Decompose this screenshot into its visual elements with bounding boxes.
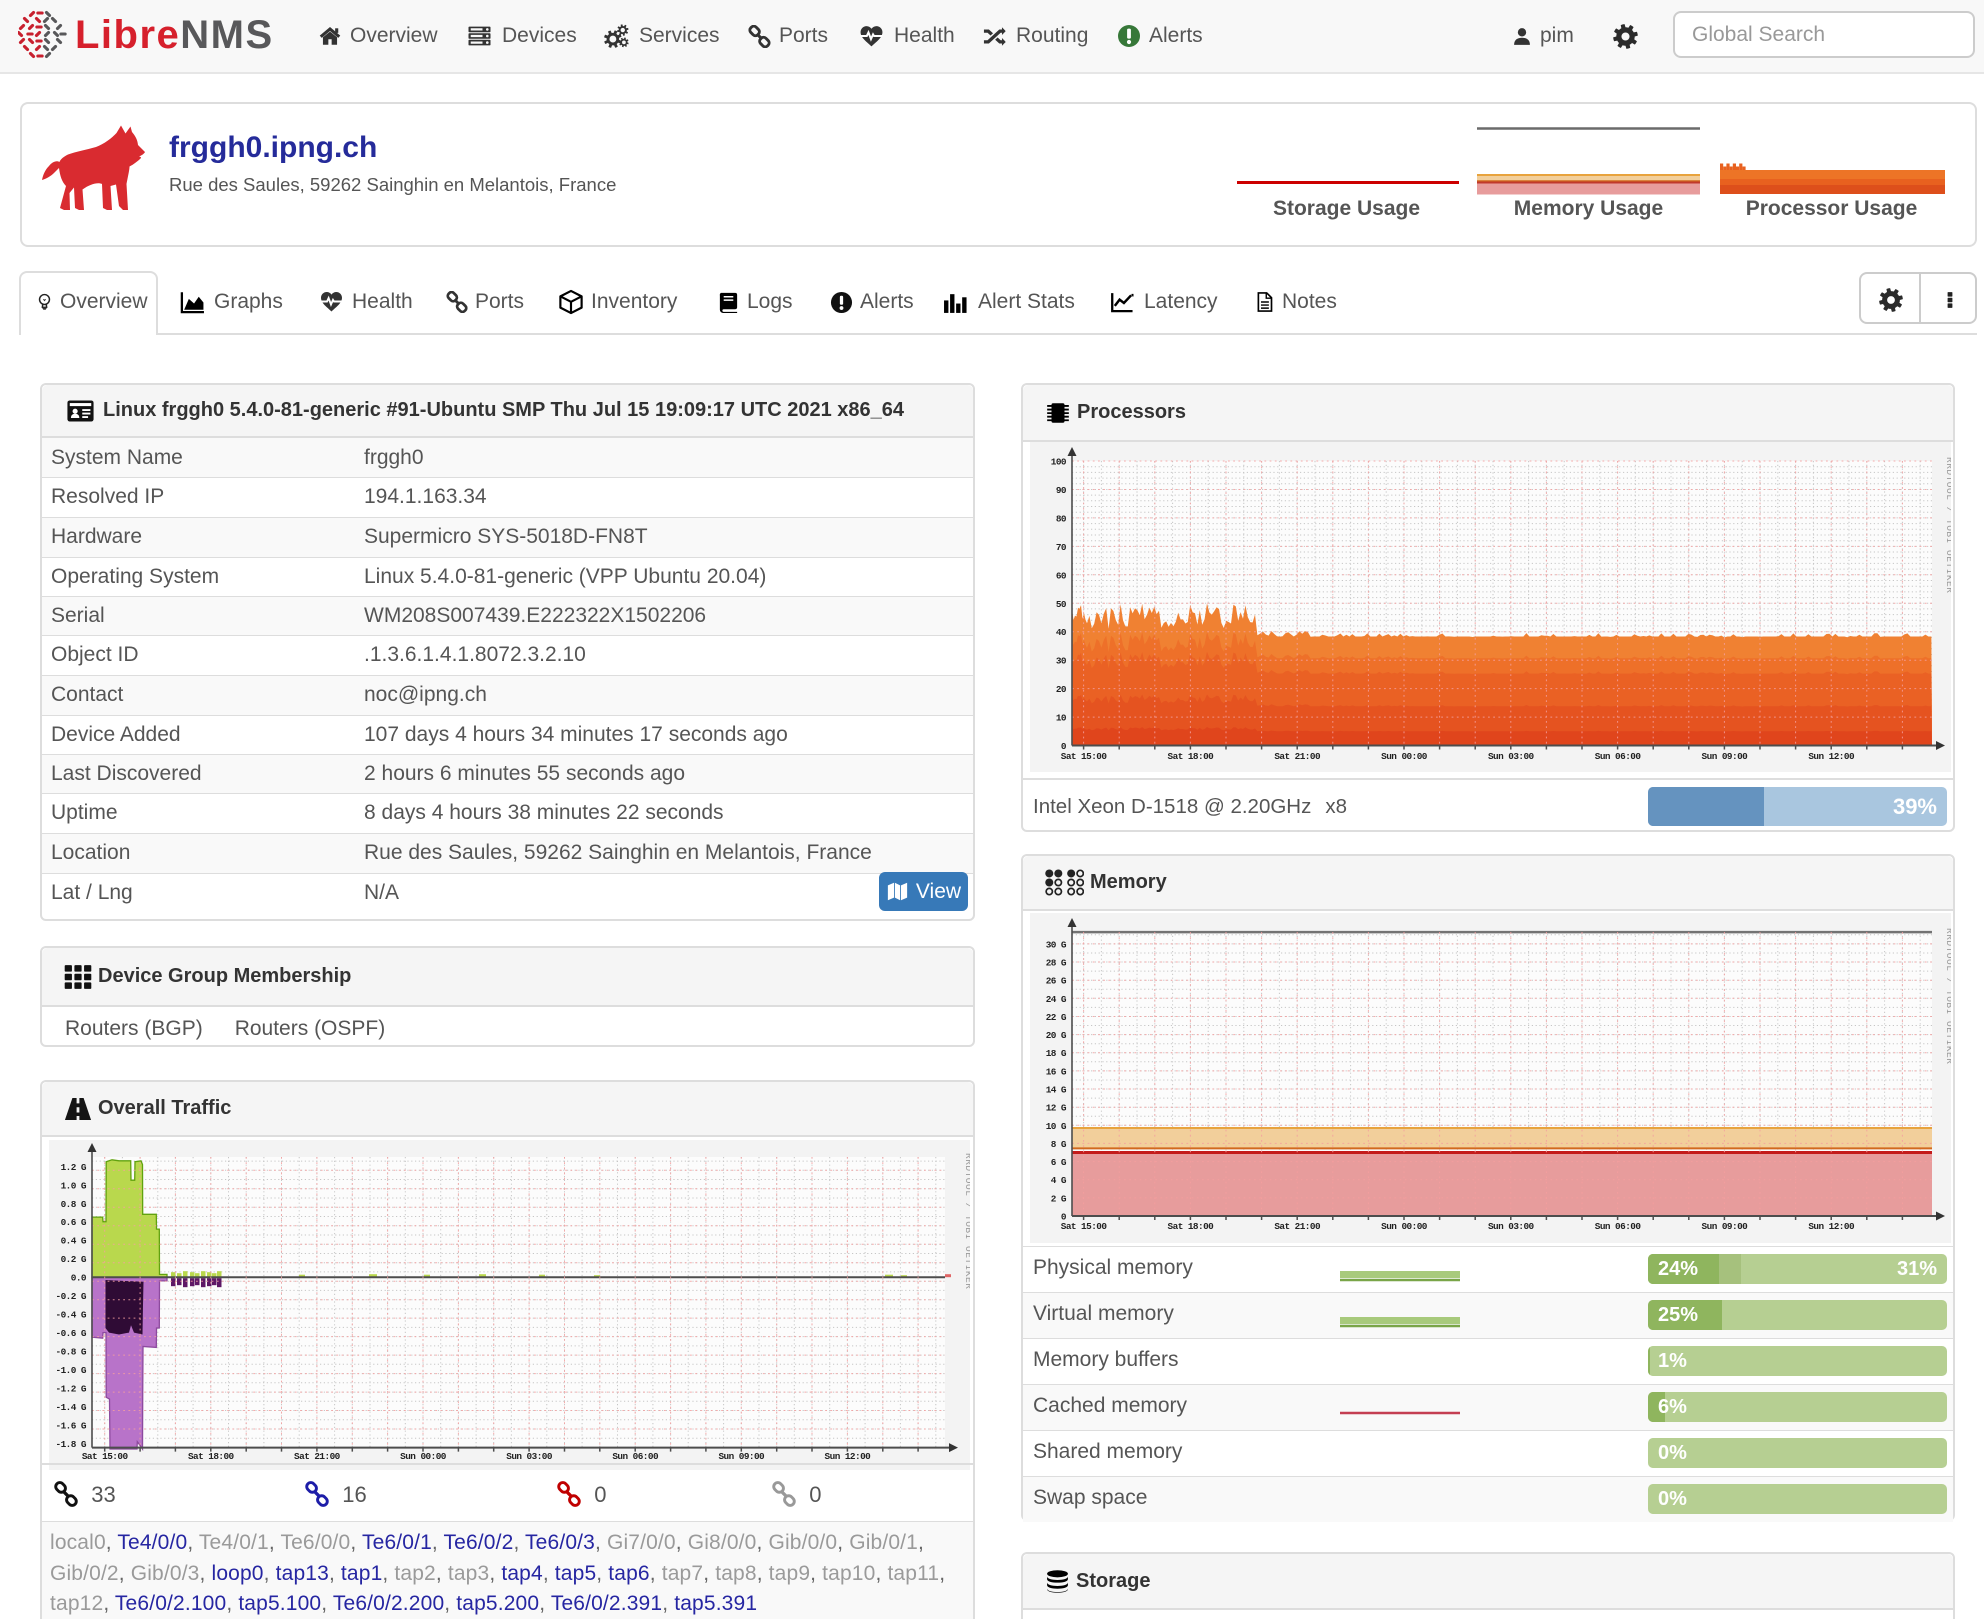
svg-text:Sun 12:00: Sun 12:00 [1808, 1221, 1855, 1232]
svg-text:10 G: 10 G [1046, 1121, 1067, 1132]
svg-text:Sat 15:00: Sat 15:00 [82, 1451, 129, 1462]
svg-text:40: 40 [1056, 627, 1067, 638]
svg-text:RRDTOOL / TOBI OETIKER: RRDTOOL / TOBI OETIKER [1944, 457, 1951, 593]
svg-text:80: 80 [1056, 513, 1067, 524]
svg-text:Sun 06:00: Sun 06:00 [612, 1451, 659, 1462]
svg-text:Sun 09:00: Sun 09:00 [1702, 1221, 1749, 1232]
svg-text:RRDTOOL / TOBI OETIKER: RRDTOOL / TOBI OETIKER [963, 1153, 970, 1289]
svg-text:Sat 18:00: Sat 18:00 [1168, 1221, 1215, 1232]
svg-text:20: 20 [1056, 684, 1067, 695]
svg-text:0.2 G: 0.2 G [61, 1254, 87, 1265]
svg-text:Sat 15:00: Sat 15:00 [1061, 751, 1108, 762]
svg-text:Sat 21:00: Sat 21:00 [294, 1451, 341, 1462]
svg-text:RRDTOOL / TOBI OETIKER: RRDTOOL / TOBI OETIKER [1944, 928, 1951, 1064]
svg-text:18 G: 18 G [1046, 1048, 1067, 1059]
svg-text:-0.8 G: -0.8 G [56, 1347, 87, 1358]
svg-text:100: 100 [1051, 457, 1067, 468]
svg-text:Sun 03:00: Sun 03:00 [1488, 751, 1535, 762]
svg-text:-1.0 G: -1.0 G [56, 1365, 87, 1376]
svg-text:2 G: 2 G [1051, 1193, 1067, 1204]
svg-text:0.6 G: 0.6 G [61, 1217, 87, 1228]
svg-text:50: 50 [1056, 599, 1067, 610]
svg-text:Sat 18:00: Sat 18:00 [188, 1451, 235, 1462]
svg-text:26 G: 26 G [1046, 976, 1067, 987]
svg-text:-0.2 G: -0.2 G [56, 1291, 87, 1302]
svg-text:-0.6 G: -0.6 G [56, 1328, 87, 1339]
svg-text:Sat 15:00: Sat 15:00 [1061, 1221, 1108, 1232]
svg-text:Sat 21:00: Sat 21:00 [1274, 1221, 1321, 1232]
svg-text:1.2 G: 1.2 G [61, 1162, 87, 1173]
svg-text:Sun 06:00: Sun 06:00 [1595, 751, 1642, 762]
svg-text:Sun 09:00: Sun 09:00 [718, 1451, 765, 1462]
svg-text:14 G: 14 G [1046, 1085, 1067, 1096]
svg-text:10: 10 [1056, 713, 1067, 724]
svg-text:4 G: 4 G [1051, 1175, 1067, 1186]
svg-text:20 G: 20 G [1046, 1030, 1067, 1041]
svg-text:-0.4 G: -0.4 G [56, 1310, 87, 1321]
svg-text:24 G: 24 G [1046, 994, 1067, 1005]
svg-text:8 G: 8 G [1051, 1139, 1067, 1150]
svg-text:90: 90 [1056, 485, 1067, 496]
svg-text:Sun 06:00: Sun 06:00 [1595, 1221, 1642, 1232]
svg-text:70: 70 [1056, 542, 1067, 553]
svg-text:28 G: 28 G [1046, 958, 1067, 969]
svg-text:Sun 12:00: Sun 12:00 [825, 1451, 872, 1462]
svg-text:12 G: 12 G [1046, 1103, 1067, 1114]
svg-text:-1.4 G: -1.4 G [56, 1402, 87, 1413]
svg-text:16 G: 16 G [1046, 1066, 1067, 1077]
svg-text:Sun 00:00: Sun 00:00 [1381, 1221, 1428, 1232]
svg-text:-1.2 G: -1.2 G [56, 1384, 87, 1395]
svg-text:Sun 03:00: Sun 03:00 [506, 1451, 553, 1462]
svg-text:0.8 G: 0.8 G [61, 1199, 87, 1210]
svg-text:0.0: 0.0 [71, 1273, 87, 1284]
svg-text:Sat 21:00: Sat 21:00 [1274, 751, 1321, 762]
svg-text:Sat 18:00: Sat 18:00 [1168, 751, 1215, 762]
svg-text:-1.6 G: -1.6 G [56, 1421, 87, 1432]
svg-text:Sun 09:00: Sun 09:00 [1702, 751, 1749, 762]
svg-text:0: 0 [1061, 1212, 1067, 1223]
svg-text:22 G: 22 G [1046, 1012, 1067, 1023]
svg-text:0: 0 [1061, 741, 1067, 752]
svg-text:0.4 G: 0.4 G [61, 1236, 87, 1247]
svg-text:6 G: 6 G [1051, 1157, 1067, 1168]
svg-text:Sun 03:00: Sun 03:00 [1488, 1221, 1535, 1232]
svg-text:1.0 G: 1.0 G [61, 1180, 87, 1191]
svg-text:30: 30 [1056, 656, 1067, 667]
svg-text:60: 60 [1056, 570, 1067, 581]
svg-text:30 G: 30 G [1046, 939, 1067, 950]
svg-text:-1.8 G: -1.8 G [56, 1439, 87, 1450]
svg-text:Sun 00:00: Sun 00:00 [1381, 751, 1428, 762]
svg-text:Sun 12:00: Sun 12:00 [1808, 751, 1855, 762]
svg-text:Sun 00:00: Sun 00:00 [400, 1451, 447, 1462]
